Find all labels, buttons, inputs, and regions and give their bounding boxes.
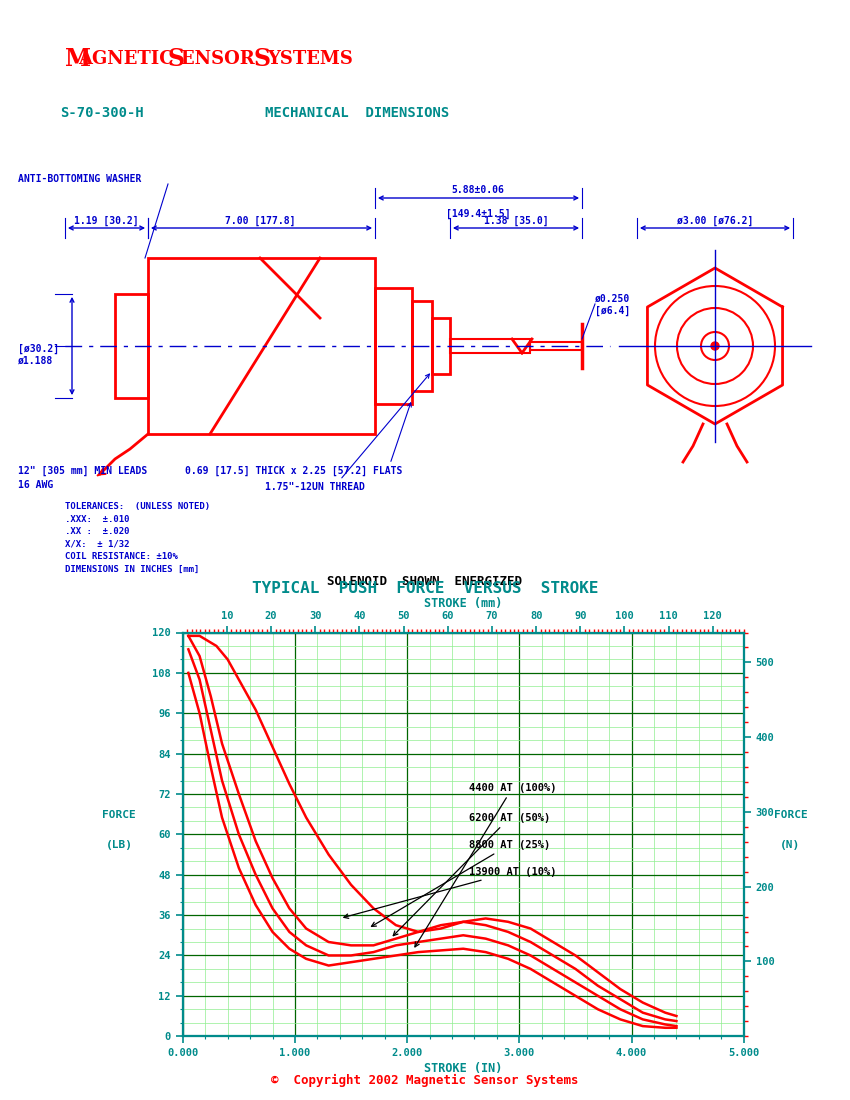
Bar xyxy=(432,318,450,374)
Text: M: M xyxy=(65,47,91,72)
Text: YSTEMS: YSTEMS xyxy=(267,50,353,68)
Bar xyxy=(412,301,432,390)
Text: (LB): (LB) xyxy=(105,840,133,850)
Text: .XXX:  ±.010: .XXX: ±.010 xyxy=(65,515,129,524)
Text: 8800 AT (25%): 8800 AT (25%) xyxy=(371,839,550,926)
Text: X/X:  ± 1/32: X/X: ± 1/32 xyxy=(65,539,129,549)
Text: S: S xyxy=(254,47,271,72)
Text: MECHANICAL  DIMENSIONS: MECHANICAL DIMENSIONS xyxy=(265,106,450,120)
Text: ENSOR: ENSOR xyxy=(181,50,261,68)
Text: 1.38 [35.0]: 1.38 [35.0] xyxy=(484,216,548,225)
Text: [ø30.2]: [ø30.2] xyxy=(18,344,60,354)
Text: 7.00 [177.8]: 7.00 [177.8] xyxy=(224,216,295,225)
X-axis label: STROKE (mm): STROKE (mm) xyxy=(424,596,502,609)
Text: [ø6.4]: [ø6.4] xyxy=(595,306,630,316)
Text: ø1.188: ø1.188 xyxy=(18,356,54,366)
Bar xyxy=(530,342,582,350)
Bar xyxy=(450,339,530,353)
Text: 6200 AT (50%): 6200 AT (50%) xyxy=(394,813,550,936)
Text: (N): (N) xyxy=(780,840,801,850)
Text: TYPICAL  PUSH  FORCE  VERSUS  STROKE: TYPICAL PUSH FORCE VERSUS STROKE xyxy=(252,581,598,596)
Text: 1.75"-12UN THREAD: 1.75"-12UN THREAD xyxy=(265,482,365,492)
Text: S: S xyxy=(168,47,185,72)
Text: 4400 AT (100%): 4400 AT (100%) xyxy=(415,782,557,947)
Bar xyxy=(375,288,412,404)
Text: S-70-300-H: S-70-300-H xyxy=(60,106,144,120)
Text: 13900 AT (10%): 13900 AT (10%) xyxy=(344,867,557,918)
Text: SOLENOID  SHOWN  ENERGIZED: SOLENOID SHOWN ENERGIZED xyxy=(327,575,523,589)
Circle shape xyxy=(711,342,719,350)
Text: ANTI-BOTTOMING WASHER: ANTI-BOTTOMING WASHER xyxy=(18,174,141,184)
Text: 0.69 [17.5] THICK x 2.25 [57.2] FLATS: 0.69 [17.5] THICK x 2.25 [57.2] FLATS xyxy=(185,466,402,476)
Text: COIL RESISTANCE: ±10%: COIL RESISTANCE: ±10% xyxy=(65,552,178,561)
Text: ø0.250: ø0.250 xyxy=(595,294,630,304)
Text: AGNETIC: AGNETIC xyxy=(78,50,180,68)
Text: ©  Copyright 2002 Magnetic Sensor Systems: © Copyright 2002 Magnetic Sensor Systems xyxy=(271,1074,579,1087)
Text: 16 AWG: 16 AWG xyxy=(18,480,54,490)
Text: FORCE: FORCE xyxy=(102,810,136,820)
Text: TOLERANCES:  (UNLESS NOTED): TOLERANCES: (UNLESS NOTED) xyxy=(65,502,210,512)
Text: 1.19 [30.2]: 1.19 [30.2] xyxy=(74,216,139,225)
Text: 12" [305 mm] MIN LEADS: 12" [305 mm] MIN LEADS xyxy=(18,466,147,476)
Text: DIMENSIONS IN INCHES [mm]: DIMENSIONS IN INCHES [mm] xyxy=(65,564,200,573)
X-axis label: STROKE (IN): STROKE (IN) xyxy=(424,1063,502,1075)
Text: .XX :  ±.020: .XX : ±.020 xyxy=(65,527,129,536)
Text: [149.4±1.5]: [149.4±1.5] xyxy=(445,209,510,219)
Text: 5.88±0.06: 5.88±0.06 xyxy=(451,185,504,195)
Bar xyxy=(115,294,148,398)
Bar xyxy=(148,258,375,434)
Text: ø3.00 [ø76.2]: ø3.00 [ø76.2] xyxy=(677,216,753,225)
Text: FORCE: FORCE xyxy=(774,810,807,820)
